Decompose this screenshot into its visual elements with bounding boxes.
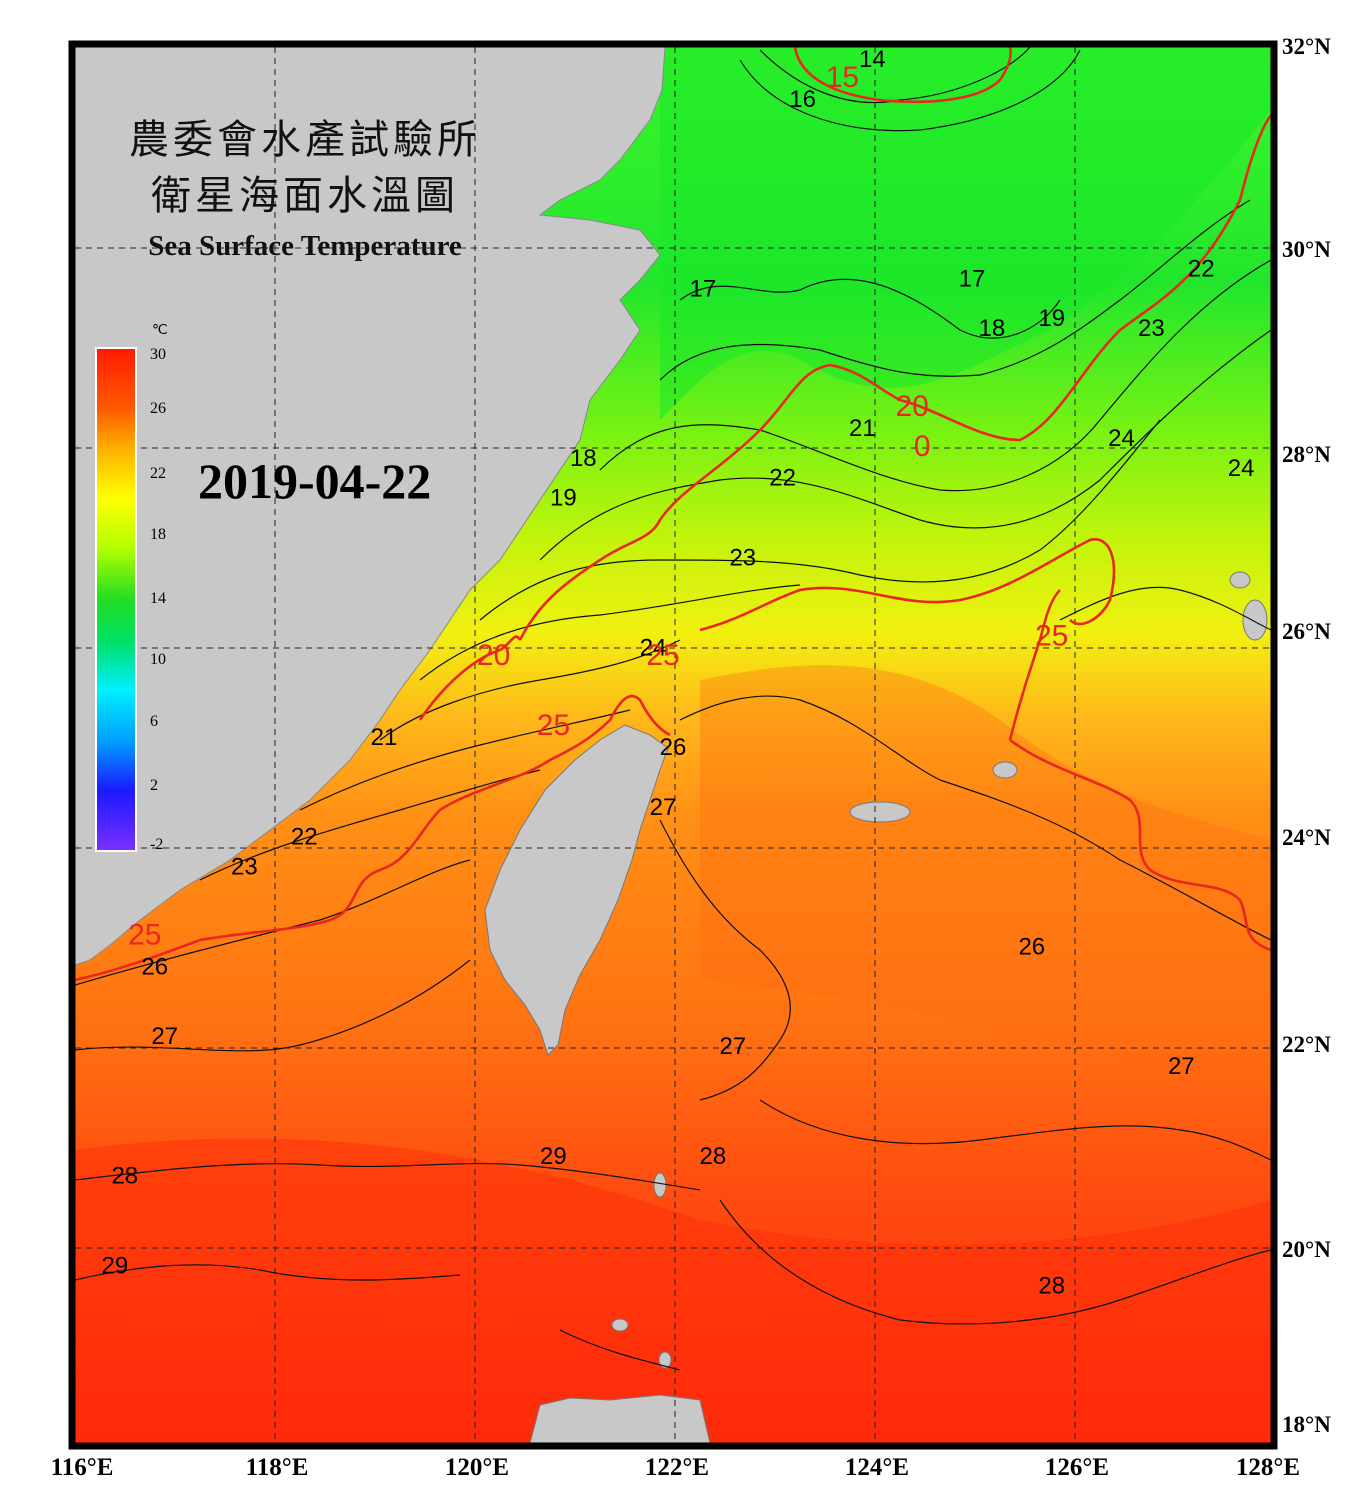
lon-label: 128°E bbox=[1235, 1454, 1301, 1481]
warm-pool-south bbox=[75, 1138, 1271, 1443]
lat-label: 32°N bbox=[1282, 34, 1331, 59]
cold-water-region bbox=[660, 47, 1271, 420]
contour-label: 19 bbox=[550, 485, 577, 512]
warm-region-east bbox=[700, 665, 1271, 1100]
lon-label: 122°E bbox=[644, 1454, 710, 1481]
title-line-2: 衛星海面水溫圖 bbox=[151, 173, 459, 219]
contour-label: 24 bbox=[1228, 455, 1255, 482]
lon-label: 120°E bbox=[444, 1454, 510, 1481]
contour-label: 14 bbox=[859, 46, 886, 73]
contour-label: 25 bbox=[1035, 619, 1068, 652]
lat-label: 24°N bbox=[1282, 825, 1331, 850]
contour-label: 28 bbox=[700, 1143, 727, 1170]
colorbar-unit: ℃ bbox=[152, 323, 168, 338]
lat-label: 28°N bbox=[1282, 442, 1331, 467]
contour-label: 24 bbox=[1108, 425, 1135, 452]
title-block: 農委會水產試驗所 衛星海面水溫圖 Sea Surface Temperature bbox=[95, 112, 515, 263]
isotherms-black bbox=[75, 47, 1271, 1371]
contour-label: 27 bbox=[719, 1033, 746, 1060]
contour-label: 26 bbox=[1018, 933, 1045, 960]
colorbar-tick: 14 bbox=[150, 590, 166, 607]
lat-label: 18°N bbox=[1282, 1412, 1331, 1437]
contour-label: 21 bbox=[371, 724, 398, 751]
lat-label: 26°N bbox=[1282, 619, 1331, 644]
contour-label: 28 bbox=[1038, 1272, 1065, 1299]
contour-label: 25 bbox=[128, 918, 161, 951]
contour-label: 23 bbox=[1138, 315, 1165, 342]
graticule bbox=[75, 47, 1271, 1443]
colorbar-tick: 2 bbox=[150, 777, 158, 794]
contour-label: 24 bbox=[640, 634, 667, 661]
contour-label: 27 bbox=[650, 794, 677, 821]
lon-label: 126°E bbox=[1044, 1454, 1110, 1481]
lat-label: 30°N bbox=[1282, 237, 1331, 262]
contour-label: 16 bbox=[789, 86, 816, 113]
lon-label: 118°E bbox=[245, 1454, 309, 1481]
title-line-1: 農委會水產試驗所 bbox=[129, 117, 481, 163]
colorbar-tick: 30 bbox=[150, 346, 166, 363]
colorbar bbox=[95, 347, 137, 852]
contour-label: 25 bbox=[646, 639, 679, 672]
date-label: 2019-04-22 bbox=[198, 453, 432, 509]
contour-label: 17 bbox=[690, 275, 717, 302]
colorbar-tick: 22 bbox=[150, 465, 166, 482]
china-mainland bbox=[75, 47, 666, 966]
contour-label: 29 bbox=[102, 1253, 129, 1280]
lon-label: 124°E bbox=[844, 1454, 910, 1481]
colorbar-tick: 26 bbox=[150, 400, 166, 417]
contour-label: 27 bbox=[151, 1023, 178, 1050]
map-frame bbox=[68, 40, 1278, 1450]
contour-label: 18 bbox=[979, 315, 1006, 342]
contour-label: 28 bbox=[111, 1163, 138, 1190]
lat-label: 20°N bbox=[1282, 1237, 1331, 1262]
lon-label: 116°E bbox=[50, 1454, 114, 1481]
isotherms-red bbox=[75, 47, 1271, 982]
contour-label: 23 bbox=[231, 854, 258, 881]
contour-label: 20 bbox=[477, 639, 510, 672]
contour-label: 20 bbox=[896, 390, 929, 423]
small-islands bbox=[611, 571, 1268, 1369]
contour-label: 22 bbox=[291, 824, 318, 851]
luzon-north bbox=[529, 1394, 711, 1443]
taiwan-island bbox=[484, 724, 669, 1056]
colorbar-tick: 18 bbox=[150, 526, 166, 543]
contour-label: 22 bbox=[769, 465, 796, 492]
contour-label: 23 bbox=[729, 545, 756, 572]
colorbar-tick: 10 bbox=[150, 651, 166, 668]
contour-label: 26 bbox=[660, 734, 687, 761]
colorbar-tick: 6 bbox=[150, 713, 158, 730]
contour-label: 29 bbox=[540, 1143, 567, 1170]
contour-label: 17 bbox=[959, 265, 986, 292]
contour-label: 21 bbox=[849, 415, 876, 442]
contour-label: 22 bbox=[1188, 255, 1215, 282]
title-english: Sea Surface Temperature bbox=[148, 230, 462, 262]
contour-label: 15 bbox=[826, 61, 859, 94]
contour-label: 27 bbox=[1168, 1053, 1195, 1080]
contour-label: 19 bbox=[1038, 305, 1065, 332]
contour-label: 0 bbox=[914, 430, 931, 463]
contour-label: 25 bbox=[537, 709, 570, 742]
colorbar-tick: -2 bbox=[150, 836, 164, 853]
contour-label: 26 bbox=[141, 953, 168, 980]
contour-label: 18 bbox=[570, 445, 597, 472]
lat-label: 22°N bbox=[1282, 1032, 1331, 1057]
